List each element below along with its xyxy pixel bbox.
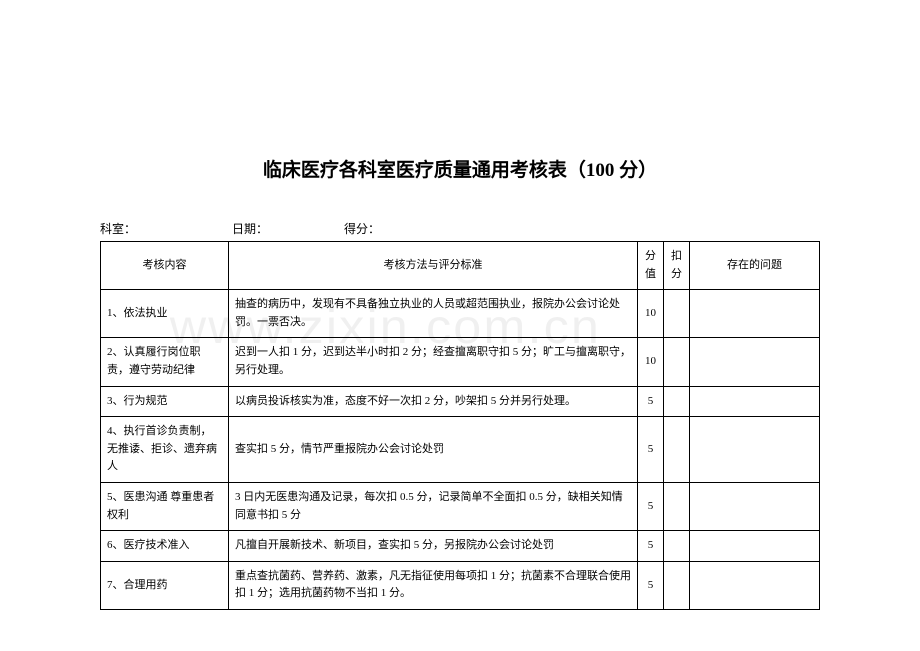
cell-score: 5 — [638, 482, 664, 530]
col-header-issue: 存在的问题 — [690, 242, 820, 290]
cell-method: 迟到一人扣 1 分，迟到达半小时扣 2 分；经查擅离职守扣 5 分；旷工与擅离职… — [229, 338, 638, 386]
table-row: 7、合理用药 重点查抗菌药、营养药、激素，凡无指征使用每项扣 1 分；抗菌素不合… — [101, 561, 820, 609]
cell-content: 7、合理用药 — [101, 561, 229, 609]
cell-deduct — [664, 417, 690, 483]
table-row: 3、行为规范 以病员投诉核实为准，态度不好一次扣 2 分，吵架扣 5 分并另行处… — [101, 386, 820, 417]
cell-issue — [690, 386, 820, 417]
cell-score: 5 — [638, 561, 664, 609]
assessment-table: 考核内容 考核方法与评分标准 分值 扣分 存在的问题 1、依法执业 抽查的病历中… — [100, 241, 820, 610]
table-row: 4、执行首诊负责制，无推诿、拒诊、遗弃病人 查实扣 5 分，情节严重报院办公会讨… — [101, 417, 820, 483]
cell-method: 凡擅自开展新技术、新项目，查实扣 5 分，另报院办公会讨论处罚 — [229, 531, 638, 562]
cell-method: 重点查抗菌药、营养药、激素，凡无指征使用每项扣 1 分；抗菌素不合理联合使用扣 … — [229, 561, 638, 609]
cell-issue — [690, 417, 820, 483]
cell-score: 10 — [638, 338, 664, 386]
score-label: 得分： — [344, 220, 380, 237]
cell-content: 4、执行首诊负责制，无推诿、拒诊、遗弃病人 — [101, 417, 229, 483]
cell-method: 3 日内无医患沟通及记录，每次扣 0.5 分，记录简单不全面扣 0.5 分，缺相… — [229, 482, 638, 530]
table-header-row: 考核内容 考核方法与评分标准 分值 扣分 存在的问题 — [101, 242, 820, 290]
cell-content: 3、行为规范 — [101, 386, 229, 417]
cell-content: 5、医患沟通 尊重患者权利 — [101, 482, 229, 530]
table-row: 6、医疗技术准入 凡擅自开展新技术、新项目，查实扣 5 分，另报院办公会讨论处罚… — [101, 531, 820, 562]
cell-issue — [690, 531, 820, 562]
cell-method: 以病员投诉核实为准，态度不好一次扣 2 分，吵架扣 5 分并另行处理。 — [229, 386, 638, 417]
col-header-deduct: 扣分 — [664, 242, 690, 290]
cell-content: 6、医疗技术准入 — [101, 531, 229, 562]
page-title: 临床医疗各科室医疗质量通用考核表（100 分） — [100, 155, 820, 182]
cell-deduct — [664, 482, 690, 530]
cell-content: 2、认真履行岗位职责，遵守劳动纪律 — [101, 338, 229, 386]
cell-deduct — [664, 338, 690, 386]
cell-deduct — [664, 290, 690, 338]
col-header-method: 考核方法与评分标准 — [229, 242, 638, 290]
cell-score: 5 — [638, 386, 664, 417]
cell-issue — [690, 290, 820, 338]
table-row: 1、依法执业 抽查的病历中，发现有不具备独立执业的人员或超范围执业，报院办公会讨… — [101, 290, 820, 338]
cell-deduct — [664, 531, 690, 562]
cell-method: 抽查的病历中，发现有不具备独立执业的人员或超范围执业，报院办公会讨论处罚。一票否… — [229, 290, 638, 338]
meta-row: 科室： 日期： 得分： — [100, 220, 820, 237]
cell-score: 5 — [638, 417, 664, 483]
cell-method: 查实扣 5 分，情节严重报院办公会讨论处罚 — [229, 417, 638, 483]
cell-content: 1、依法执业 — [101, 290, 229, 338]
cell-issue — [690, 482, 820, 530]
cell-deduct — [664, 561, 690, 609]
cell-issue — [690, 338, 820, 386]
col-header-content: 考核内容 — [101, 242, 229, 290]
table-row: 5、医患沟通 尊重患者权利 3 日内无医患沟通及记录，每次扣 0.5 分，记录简… — [101, 482, 820, 530]
dept-label: 科室： — [100, 220, 136, 237]
cell-deduct — [664, 386, 690, 417]
table-row: 2、认真履行岗位职责，遵守劳动纪律 迟到一人扣 1 分，迟到达半小时扣 2 分；… — [101, 338, 820, 386]
date-label: 日期： — [232, 220, 268, 237]
col-header-score: 分值 — [638, 242, 664, 290]
cell-score: 5 — [638, 531, 664, 562]
cell-score: 10 — [638, 290, 664, 338]
cell-issue — [690, 561, 820, 609]
document-page: 临床医疗各科室医疗质量通用考核表（100 分） 科室： 日期： 得分： 考核内容… — [0, 0, 920, 610]
